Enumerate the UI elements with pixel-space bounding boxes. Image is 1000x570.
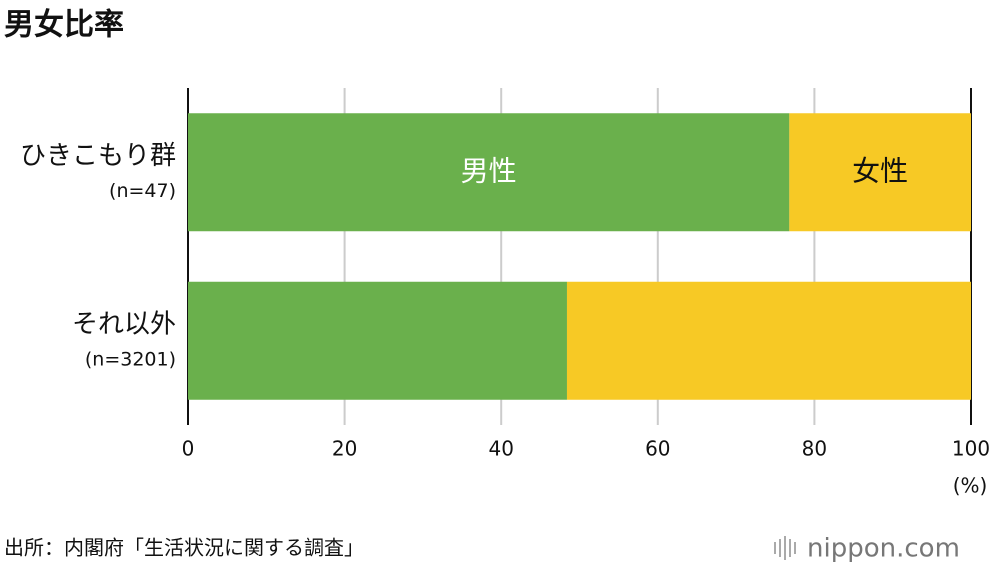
x-unit: (%) bbox=[953, 474, 988, 498]
category-label: それ以外 bbox=[72, 309, 176, 339]
source: 出所：内閣府「生活状況に関する調査」 bbox=[4, 536, 364, 560]
x-tick-label: 0 bbox=[182, 437, 195, 461]
logo-bars bbox=[774, 536, 796, 560]
bar-segment bbox=[566, 281, 971, 400]
x-tick-label: 60 bbox=[645, 437, 670, 461]
x-tick-label: 40 bbox=[488, 437, 513, 461]
series-label: 女性 bbox=[852, 154, 908, 187]
bar-segment bbox=[789, 113, 971, 232]
x-tick-label: 80 bbox=[802, 437, 827, 461]
bar-segment bbox=[188, 113, 790, 232]
chart-title: 男女比率 bbox=[4, 8, 124, 43]
category-sublabel: (n=47) bbox=[109, 180, 176, 202]
x-tick-label: 20 bbox=[332, 437, 357, 461]
logo: nippon.com bbox=[807, 534, 960, 564]
x-tick-label: 100 bbox=[952, 437, 990, 461]
category-label: ひきこもり群 bbox=[20, 141, 176, 171]
bar-segment bbox=[188, 281, 567, 400]
category-sublabel: (n=3201) bbox=[85, 348, 176, 370]
series-label: 男性 bbox=[461, 154, 517, 187]
